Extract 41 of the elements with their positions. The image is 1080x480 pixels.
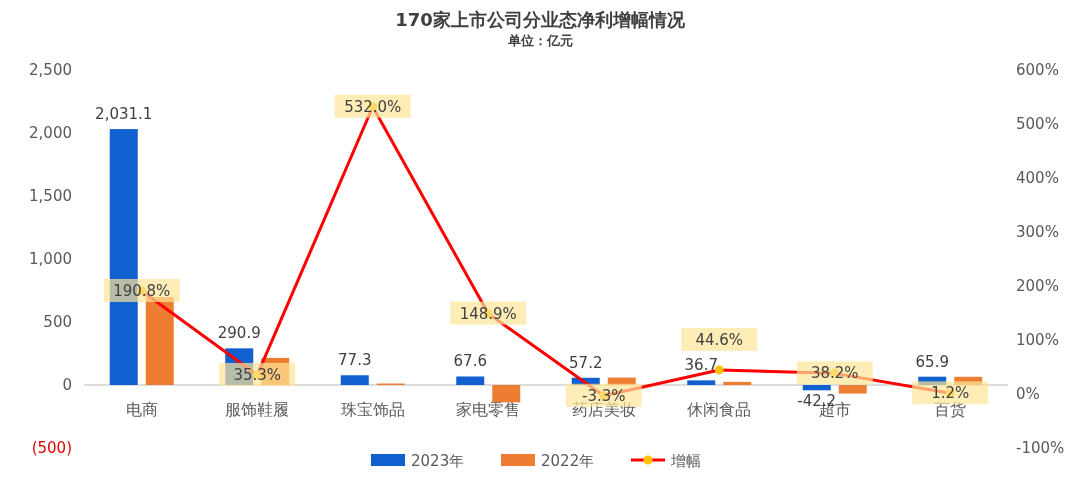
y2-tick-label: 400% xyxy=(1016,169,1059,187)
legend-label: 2023年 xyxy=(411,452,465,470)
data-label: 148.9% xyxy=(459,304,517,323)
chart-title: 170家上市公司分业态净利增幅情况 xyxy=(395,9,686,30)
y2-tick-label: 200% xyxy=(1016,277,1059,295)
y-tick-label: (500) xyxy=(31,439,72,457)
y2-tick-label: 500% xyxy=(1016,115,1059,133)
data-label: 1.2% xyxy=(931,384,970,403)
x-tick-label: 药店美妆 xyxy=(571,400,636,419)
y-tick-label: 500 xyxy=(43,313,72,331)
data-label: 65.9 xyxy=(915,352,949,371)
data-label: 67.6 xyxy=(453,352,487,371)
y-tick-label: 1,500 xyxy=(29,187,72,205)
data-label: 57.2 xyxy=(569,353,603,372)
data-label: 35.3% xyxy=(233,365,282,384)
data-label: 36.7 xyxy=(684,356,718,375)
x-tick-label: 电商 xyxy=(125,400,158,419)
legend-label: 2022年 xyxy=(541,452,595,470)
y2-tick-label: 100% xyxy=(1016,331,1059,349)
legend-label: 增幅 xyxy=(670,452,701,470)
data-label: 44.6% xyxy=(695,330,744,349)
y-tick-label: 0 xyxy=(62,376,72,394)
data-label: 532.0% xyxy=(344,97,402,116)
y2-tick-label: 600% xyxy=(1016,61,1059,79)
y2-tick-label: -100% xyxy=(1016,439,1065,457)
data-label: 77.3 xyxy=(338,351,372,370)
data-label: 190.8% xyxy=(113,281,171,300)
y2-tick-label: 300% xyxy=(1016,223,1059,241)
data-label: 290.9 xyxy=(217,324,261,343)
x-tick-label: 珠宝饰品 xyxy=(340,400,405,419)
y-tick-label: 2,500 xyxy=(29,61,72,79)
y-tick-label: 1,000 xyxy=(29,250,72,268)
x-tick-label: 家电零售 xyxy=(456,400,521,419)
x-tick-label: 休闲食品 xyxy=(687,400,752,419)
data-label: 38.2% xyxy=(810,364,859,383)
chart-subtitle: 单位：亿元 xyxy=(506,33,573,48)
x-tick-label: 服饰鞋履 xyxy=(225,400,290,419)
x-tick-label: 百货 xyxy=(934,400,967,419)
y2-tick-label: 0% xyxy=(1016,385,1040,403)
y-tick-label: 2,000 xyxy=(29,124,72,142)
data-label: 2,031.1 xyxy=(95,105,153,124)
